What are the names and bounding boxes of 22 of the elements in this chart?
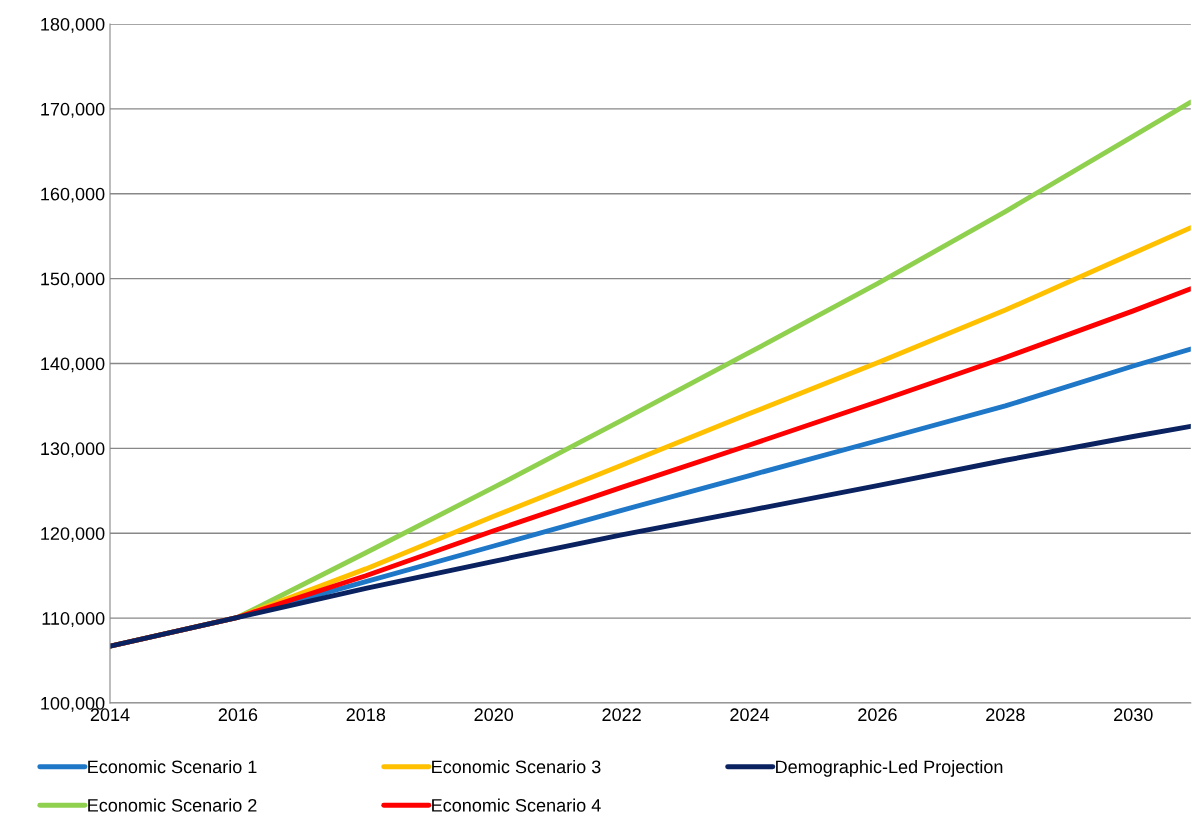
legend-label: Demographic-Led Projection bbox=[776, 759, 1003, 777]
line-series bbox=[110, 423, 1191, 649]
x-tick-label: 2022 bbox=[602, 708, 641, 722]
x-tick-label: 2020 bbox=[474, 708, 514, 722]
x-tick-label: 2030 bbox=[1114, 708, 1153, 722]
legend-label: Economic Scenario 2 bbox=[88, 798, 257, 812]
y-tick-label: 140,000 bbox=[41, 357, 105, 373]
legend-label: Economic Scenario 1 bbox=[88, 759, 257, 774]
y-tick-label: 180,000 bbox=[41, 17, 105, 33]
legend-label: Economic Scenario 3 bbox=[432, 759, 601, 774]
x-tick-label: 2018 bbox=[346, 708, 386, 722]
y-tick-label: 110,000 bbox=[42, 612, 105, 627]
y-tick-label: 130,000 bbox=[41, 442, 105, 458]
x-tick-label: 2024 bbox=[730, 708, 770, 722]
x-tick-label: 2026 bbox=[858, 708, 897, 722]
x-tick-label: 2028 bbox=[986, 708, 1025, 722]
legend-label: Economic Scenario 4 bbox=[432, 798, 601, 812]
y-tick-label: 150,000 bbox=[41, 272, 105, 288]
y-tick-label: 170,000 bbox=[41, 102, 105, 118]
x-tick-label: 2016 bbox=[218, 708, 258, 722]
y-tick-label: 160,000 bbox=[41, 187, 105, 203]
y-tick-label: 120,000 bbox=[41, 527, 105, 543]
